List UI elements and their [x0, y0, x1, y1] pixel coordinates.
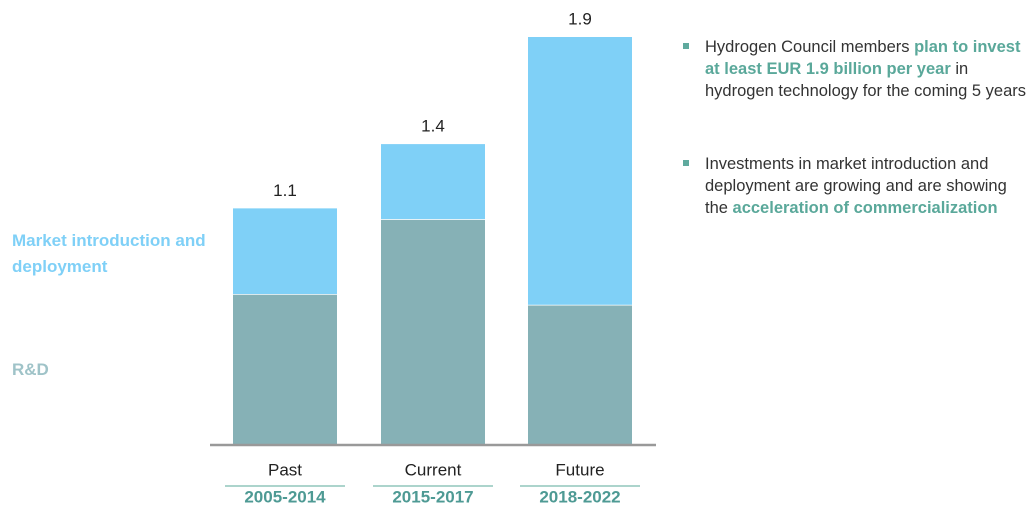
text: in hydrogen technology for the coming 5 … — [705, 60, 1027, 100]
x-tick-label: Past — [268, 460, 302, 479]
bar-segment — [233, 294, 337, 444]
bar-segment — [381, 144, 485, 220]
bullet: Hydrogen Council members plan to invest … — [683, 36, 1028, 102]
x-tick-label: Future — [555, 460, 604, 479]
text: Hydrogen Council members — [705, 38, 915, 56]
bar-segment — [528, 37, 632, 305]
period-label: 2015-2017 — [392, 487, 473, 506]
legend-entry: Market introduction and deployment — [12, 231, 206, 276]
period-label: 2005-2014 — [244, 487, 326, 506]
total-label: 1.9 — [568, 9, 592, 28]
x-tick-label: Current — [405, 460, 462, 479]
bar-segment — [233, 208, 337, 295]
highlight-text: acceleration of commercialization — [732, 199, 998, 217]
period-label: 2018-2022 — [539, 487, 620, 506]
bar-segment — [381, 219, 485, 444]
total-label: 1.4 — [421, 117, 445, 136]
highlight-text: plan to invest at least EUR 1.9 billion … — [705, 38, 1021, 78]
bullet: Investments in market introduction and d… — [683, 153, 1028, 219]
text: Investments in market introduction and d… — [705, 155, 1007, 217]
notes: Hydrogen Council members plan to invest … — [683, 36, 1028, 270]
bar-segment — [528, 304, 632, 444]
legend-entry: R&D — [12, 360, 49, 379]
total-label: 1.1 — [273, 181, 297, 200]
